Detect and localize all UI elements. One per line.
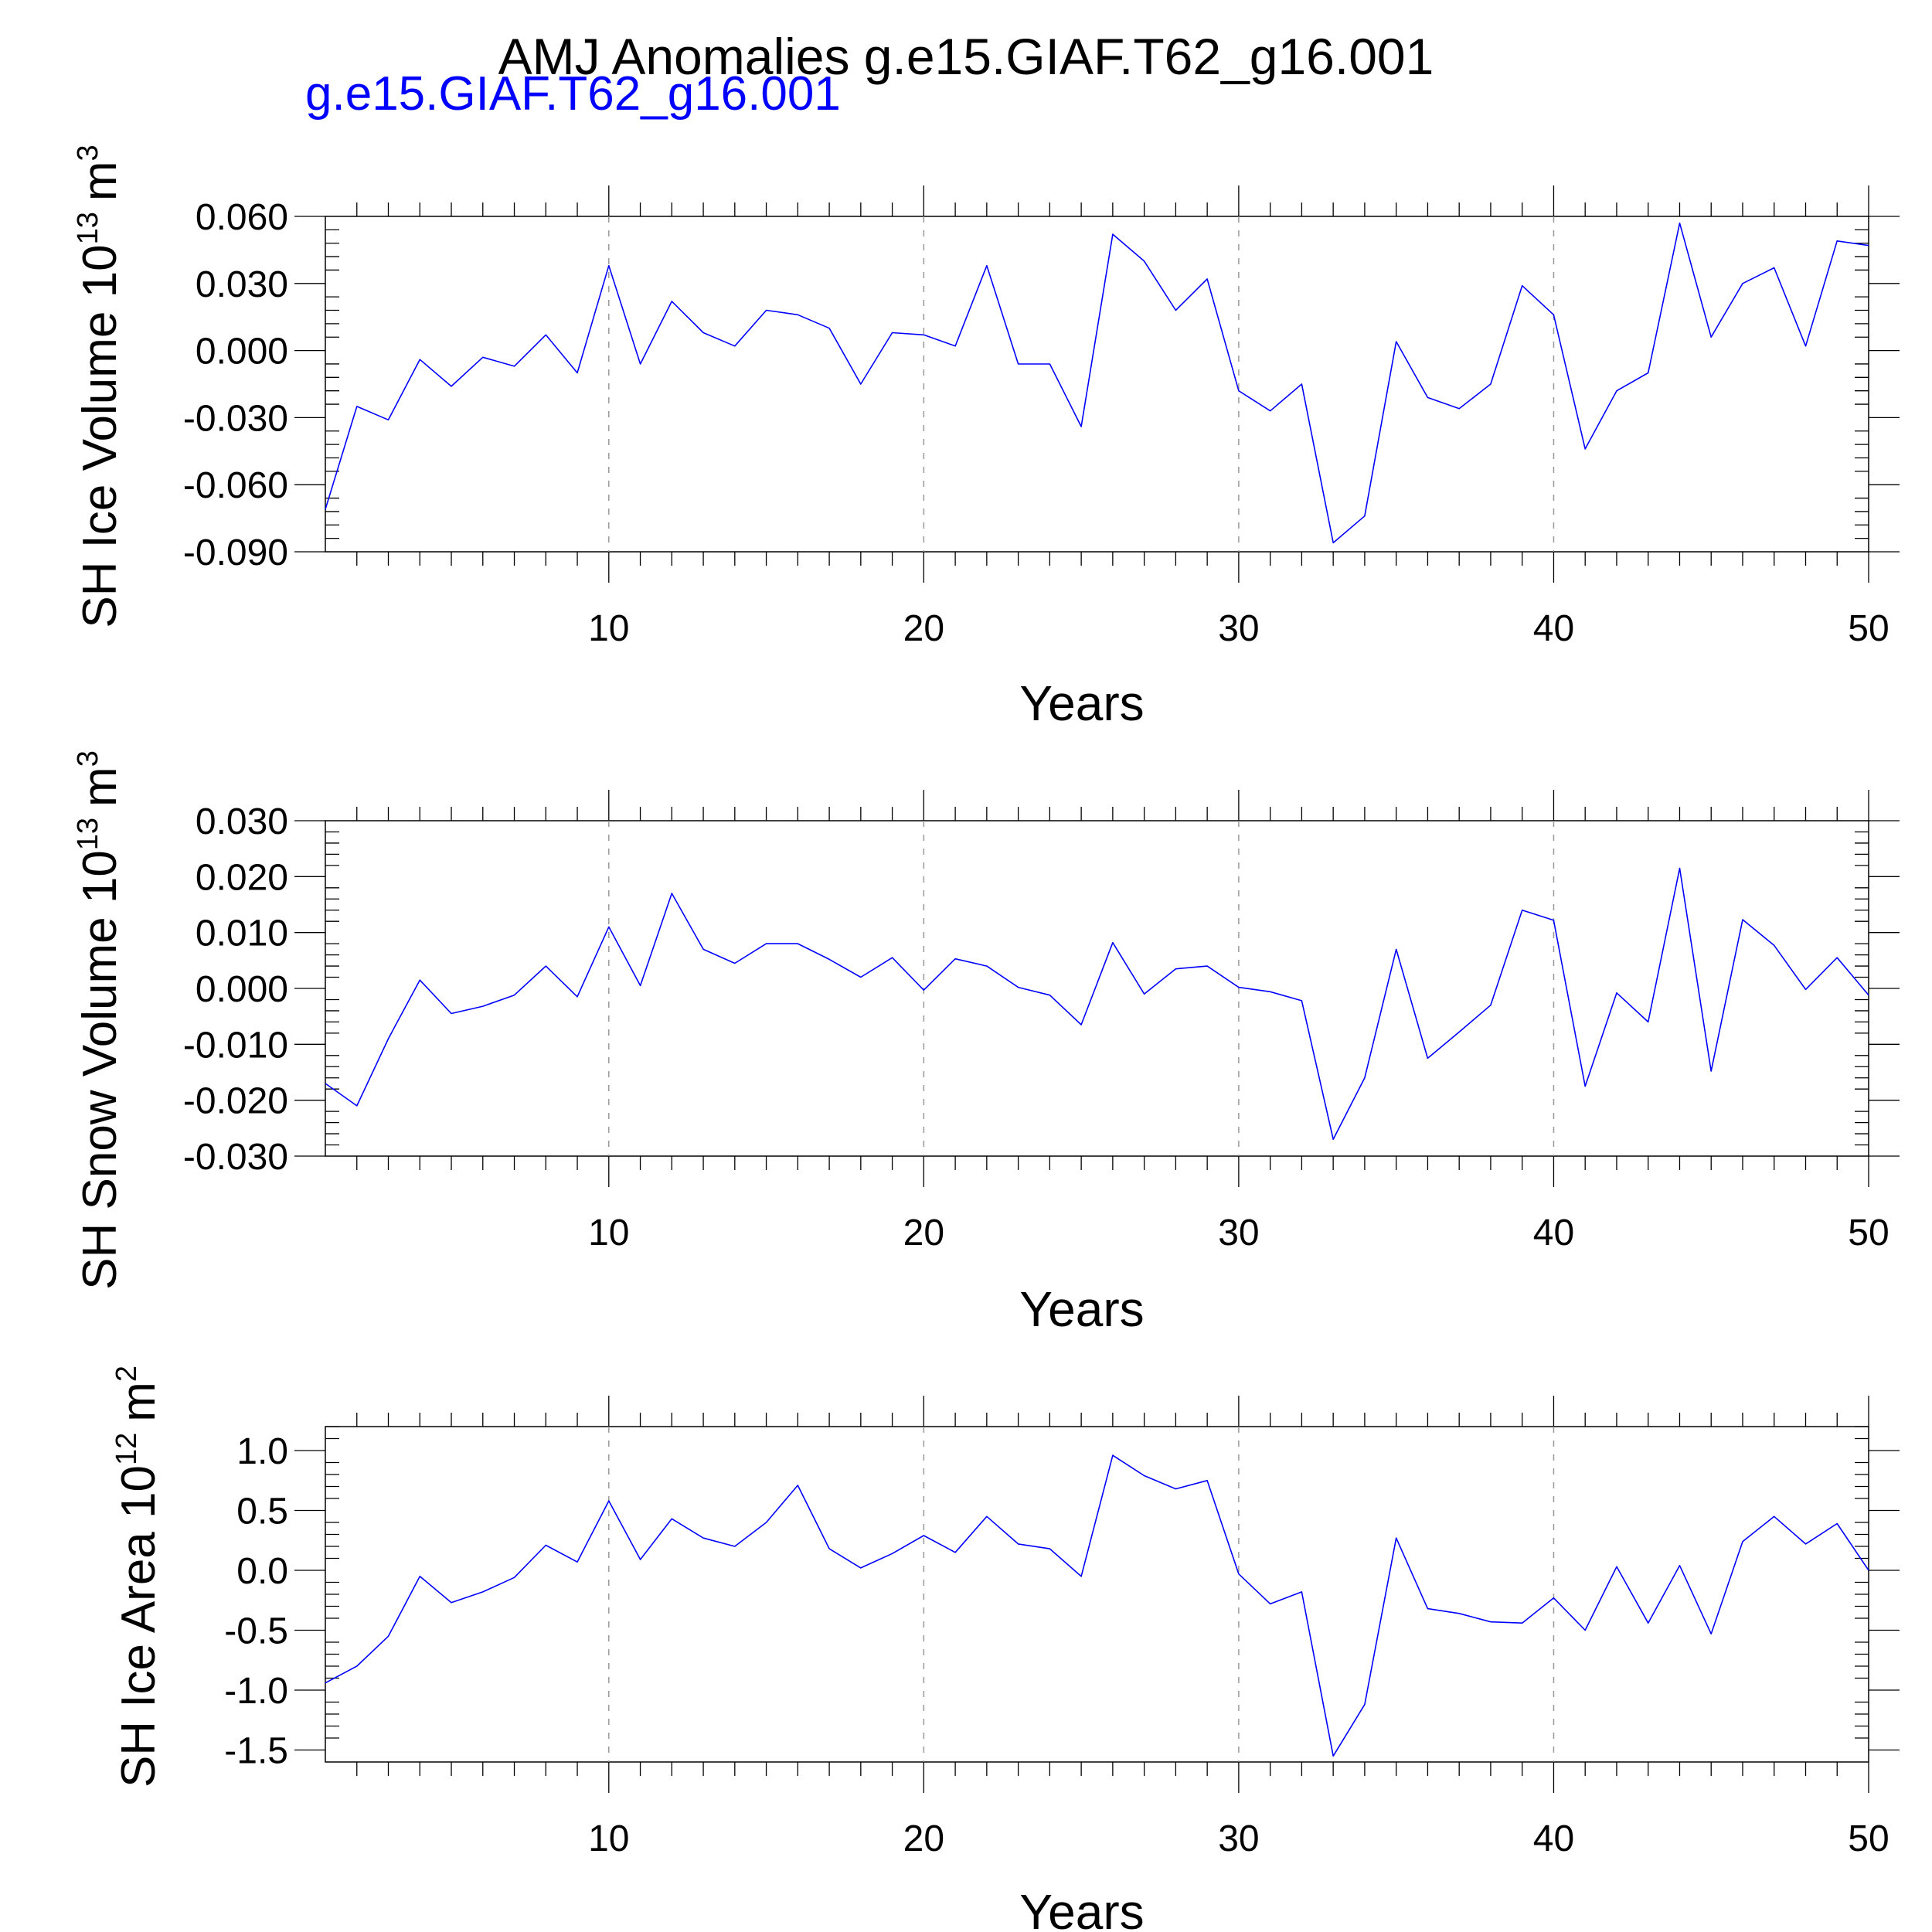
plot-frame — [325, 1426, 1869, 1763]
x-tick-label: 50 — [1848, 1818, 1889, 1859]
panel-ice-area: -1.5 -1.0 -0.5 0.0 0.5 1.0 10 20 30 40 50 Years S… — [111, 1366, 1900, 1932]
series-layer — [325, 1454, 1869, 1757]
y-tick-label: -0.060 — [183, 465, 288, 506]
x-axis-label: Years — [1019, 1884, 1144, 1932]
y-axis-label-unit: m — [112, 1382, 165, 1422]
panel-ice-volume: -0.090 -0.060 -0.030 0.000 0.030 0.060 10 20 30… — [72, 145, 1900, 731]
y-tick-label: 0.030 — [196, 264, 288, 305]
y-tick-label: -0.5 — [224, 1611, 288, 1652]
x-tick-label: 50 — [1848, 1213, 1889, 1253]
y-tick-label: -0.030 — [183, 398, 288, 439]
y-axis-label-unit-power: 3 — [72, 145, 104, 161]
y-tick-label: 0.000 — [196, 969, 288, 1010]
y-axis-label-text: SH Ice Volume 10 — [73, 244, 127, 628]
axis-ticks — [294, 790, 1900, 1187]
y-axis-label-text: SH Snow Volume 10 — [73, 850, 127, 1290]
chart-title: AMJ Anomalies g.e15.GIAF.T62_g16.001 — [498, 28, 1434, 85]
x-tick-label: 40 — [1533, 1818, 1574, 1859]
x-axis-label: Years — [1019, 1281, 1144, 1337]
plot-frame — [325, 216, 1869, 553]
y-axis-label-unit-power: 2 — [111, 1366, 143, 1382]
x-tick-label: 10 — [588, 1213, 629, 1253]
panel-snow-volume: -0.030 -0.020 -0.010 0.000 0.010 0.020 0.030 1… — [72, 750, 1900, 1337]
y-tick-label: 0.0 — [236, 1551, 288, 1592]
x-tick-labels: 10 20 30 40 50 — [588, 1213, 1889, 1253]
y-axis-label: SH Ice Area 1012 m2 — [111, 1366, 165, 1787]
y-axis-label-unit: m — [73, 161, 127, 201]
y-axis-label-exponent: 12 — [111, 1433, 143, 1465]
axis-ticks — [294, 1396, 1900, 1793]
y-tick-label: 0.060 — [196, 197, 288, 238]
grid-lines — [608, 821, 1555, 1156]
x-tick-label: 10 — [588, 608, 629, 649]
x-tick-label: 30 — [1218, 608, 1259, 649]
y-axis-label-exponent: 13 — [72, 212, 104, 244]
series-line — [325, 867, 1869, 1141]
y-axis-label-unit: m — [73, 767, 127, 807]
series-line — [325, 1454, 1869, 1757]
x-tick-labels: 10 20 30 40 50 — [588, 608, 1889, 649]
series-line — [325, 222, 1869, 544]
x-tick-label: 30 — [1218, 1818, 1259, 1859]
y-tick-labels: -0.090 -0.060 -0.030 0.000 0.030 0.060 — [183, 197, 288, 573]
y-tick-labels: -1.5 -1.0 -0.5 0.0 0.5 1.0 — [224, 1431, 288, 1772]
plot-frame — [325, 820, 1869, 1157]
chart-subtitle: g.e15.GIAF.T62_g16.001 — [305, 67, 841, 121]
y-tick-label: -1.0 — [224, 1671, 288, 1712]
y-tick-label: 1.0 — [236, 1431, 288, 1472]
x-axis-label: Years — [1019, 675, 1144, 731]
y-tick-labels: -0.030 -0.020 -0.010 0.000 0.010 0.020 0.030 — [183, 801, 288, 1178]
y-tick-label: -0.030 — [183, 1137, 288, 1178]
y-axis-label-exponent: 13 — [72, 818, 104, 850]
y-axis-label-text: SH Ice Area 10 — [112, 1465, 165, 1787]
series-layer — [325, 867, 1869, 1141]
x-tick-label: 10 — [588, 1818, 629, 1859]
x-tick-labels: 10 20 30 40 50 — [588, 1818, 1889, 1859]
axis-ticks — [294, 185, 1900, 583]
x-tick-label: 40 — [1533, 608, 1574, 649]
y-tick-label: 0.030 — [196, 801, 288, 842]
y-tick-label: 0.000 — [196, 332, 288, 372]
x-tick-label: 50 — [1848, 608, 1889, 649]
y-tick-label: -1.5 — [224, 1731, 288, 1772]
x-tick-label: 20 — [903, 608, 944, 649]
y-axis-label: SH Snow Volume 1013 m3 — [72, 750, 127, 1290]
y-tick-label: 0.020 — [196, 857, 288, 898]
grid-lines — [608, 216, 1555, 552]
y-axis-label: SH Ice Volume 1013 m3 — [72, 145, 127, 628]
x-tick-label: 30 — [1218, 1213, 1259, 1253]
y-tick-label: 0.010 — [196, 913, 288, 954]
grid-lines — [608, 1427, 1555, 1762]
x-tick-label: 20 — [903, 1818, 944, 1859]
x-tick-label: 40 — [1533, 1213, 1574, 1253]
y-axis-label-unit-power: 3 — [72, 750, 104, 767]
y-tick-label: -0.090 — [183, 532, 288, 573]
y-tick-label: -0.010 — [183, 1025, 288, 1066]
x-tick-label: 20 — [903, 1213, 944, 1253]
series-layer — [325, 222, 1869, 544]
y-tick-label: 0.5 — [236, 1492, 288, 1532]
y-tick-label: -0.020 — [183, 1081, 288, 1122]
